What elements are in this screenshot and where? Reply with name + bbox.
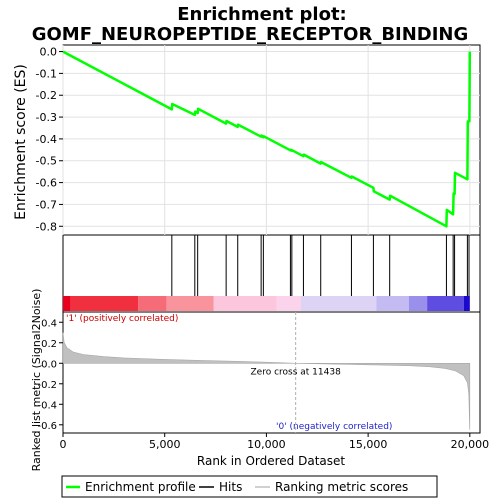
legend-label-metric: Ranking metric scores [275,480,408,494]
positive-correlation-label: '1' (positively correlated) [66,314,178,324]
negative-correlation-label: '0' (negatively correlated) [276,422,392,432]
es-y-tick-label: -0.6 [36,177,57,190]
legend-label-enrichment: Enrichment profile [85,480,196,494]
legend-box [61,475,438,498]
metric-y-tick-label: 0.0 [41,359,57,370]
x-tick-label: 15,000 [349,438,388,451]
metric-y-axis-label: Ranked list metric (Signal2Noise) [30,289,43,472]
metric-y-tick-label: -0.2 [37,380,57,391]
chart-title-line1: Enrichment plot: [177,4,347,25]
color-bar-segment [376,296,409,311]
color-bar-segment [276,296,301,311]
x-tick-label: 5,000 [149,438,181,451]
metric-area [62,332,471,430]
color-bar-segment [408,296,428,311]
metric-y-tick-label: 0.4 [41,318,57,329]
x-tick-label: 10,000 [247,438,286,451]
metric-y-ticks: 0.4 0.2 0.0 -0.2 -0.4 -0.6 [37,318,63,432]
color-bar-segment [70,296,139,311]
metric-y-tick-label: -0.4 [37,400,57,411]
es-y-tick-label: -0.4 [36,133,57,146]
es-y-axis-label: Enrichment score (ES) [13,64,29,220]
es-y-tick-label: -0.2 [36,89,57,102]
zero-cross-label: Zero cross at 11438 [251,367,342,377]
metric-y-tick-label: -0.6 [37,421,57,432]
color-bar-segment [63,296,71,311]
es-y-tick-label: 0.0 [40,46,58,59]
chart-title-line2: GOMF_NEUROPEPTIDE_RECEPTOR_BINDING [32,24,469,45]
es-line [62,50,472,228]
color-bar-segment [427,296,464,311]
rank-color-bar [63,296,470,311]
color-bar-segment [166,296,214,311]
metric-y-tick-label: 0.2 [41,339,57,350]
x-ticks: 0 5,000 10,000 15,000 20,000 [60,433,490,451]
es-y-ticks: 0.0 -0.1 -0.2 -0.3 -0.4 -0.5 -0.6 -0.7 -0.8 [36,46,63,233]
x-tick-label: 0 [60,438,67,451]
legend: Enrichment profile Hits Ranking metric s… [61,475,438,498]
es-gridlines [62,45,480,235]
x-tick-label: 20,000 [451,438,490,451]
es-y-tick-label: -0.8 [36,220,57,233]
es-y-tick-label: -0.7 [36,198,57,211]
metric-area-group [62,332,471,430]
color-bar-segment [300,296,377,311]
es-y-tick-label: -0.1 [36,67,57,80]
color-bar-segment [463,296,470,311]
es-y-tick-label: -0.3 [36,111,57,124]
legend-label-hits: Hits [219,480,242,494]
es-line-group [62,50,472,228]
hit-lines [171,235,470,296]
color-bar-segment [213,296,277,311]
metric-panel [62,311,481,434]
x-axis-label: Rank in Ordered Dataset [197,454,345,468]
es-y-tick-label: -0.5 [36,155,57,168]
color-bar-segment [138,296,167,311]
